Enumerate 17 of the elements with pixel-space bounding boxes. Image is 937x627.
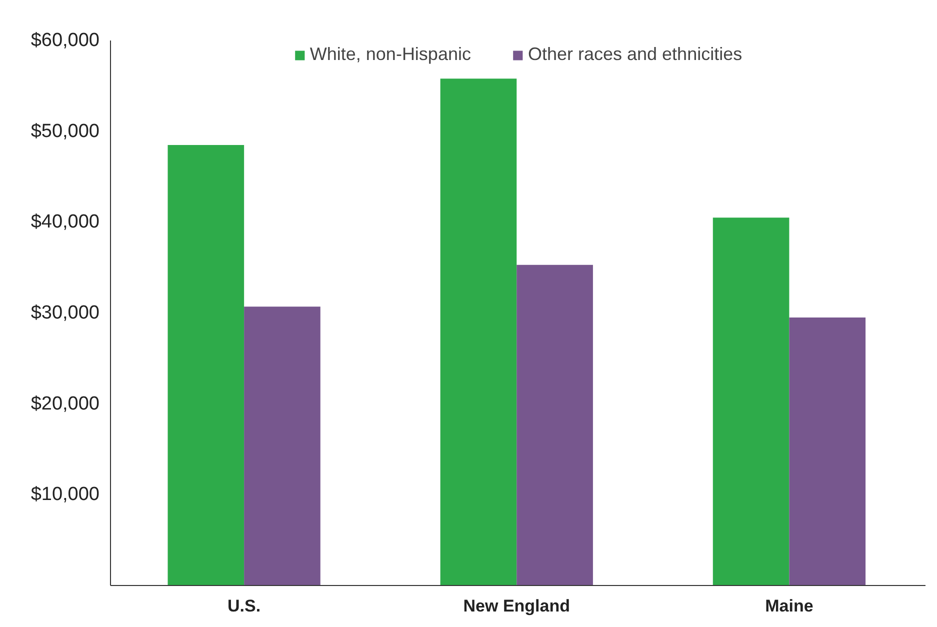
x-tick-label: U.S. [228,596,261,616]
y-tick-label: $10,000 [30,484,100,506]
bar [168,144,244,586]
y-tick-label: $40,000 [30,212,100,233]
y-tick-label: $20,000 [30,393,100,414]
y-tick-label: $30,000 [30,302,100,324]
bar [440,78,517,586]
bar [712,218,790,586]
y-tick-label: $60,000 [30,30,100,51]
legend-label: White, non-Hispanic [310,44,471,65]
bar [244,306,320,586]
bar [789,318,866,586]
x-tick-label: New England [463,596,570,616]
legend-label: Other races and ethnicities [528,44,742,65]
y-tick-label: $50,000 [30,120,100,142]
bar [516,264,593,586]
x-tick-label: Maine [765,596,814,616]
